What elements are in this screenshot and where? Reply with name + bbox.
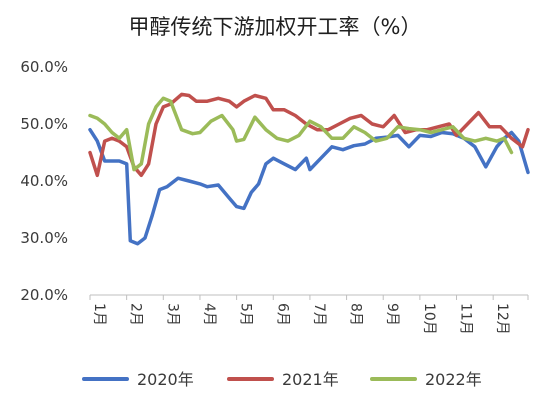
axes: 20.0% 30.0% 40.0% 50.0% 60.0% 1月 2月 3月 4月 5月 6月 7月 8…: [20, 58, 529, 335]
series-lines: [88, 92, 530, 246]
series-line-2022年: [88, 96, 514, 172]
y-tick-label: 30.0%: [20, 229, 68, 247]
legend-label: 2022年: [425, 370, 482, 389]
x-tick-label: 11月: [458, 303, 474, 335]
chart-title: 甲醇传统下游加权开工率（%）: [129, 15, 422, 39]
x-tick-label: 3月: [164, 303, 180, 326]
x-tick-label: 10月: [421, 303, 437, 335]
x-tick-label: 9月: [384, 303, 400, 326]
legend-label: 2021年: [282, 370, 339, 389]
legend-label: 2020年: [137, 370, 194, 389]
y-tick-label: 20.0%: [20, 286, 68, 304]
x-tick-label: 4月: [201, 303, 217, 326]
x-tick-label: 7月: [311, 303, 327, 326]
x-tick-label: 5月: [238, 303, 254, 326]
y-tick-label: 50.0%: [20, 115, 68, 133]
x-tick-label: 6月: [274, 303, 290, 326]
y-tick-label: 60.0%: [20, 58, 68, 76]
x-tick-label: 1月: [91, 303, 107, 326]
series-line-2020年: [88, 127, 530, 246]
x-tick-label: 2月: [128, 303, 144, 326]
y-tick-label: 40.0%: [20, 172, 68, 190]
legend: 2020年 2021年 2022年: [82, 370, 482, 389]
x-tick-label: 8月: [348, 303, 364, 326]
x-tick-label: 12月: [494, 303, 510, 335]
